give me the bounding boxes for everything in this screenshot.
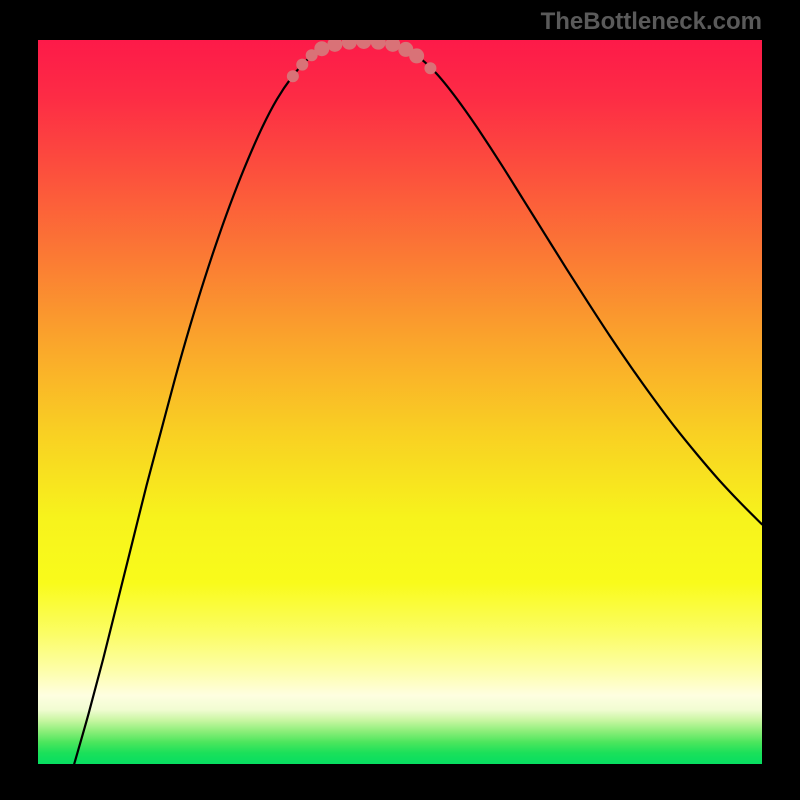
marker-group	[287, 40, 437, 82]
curve-marker	[327, 40, 342, 52]
curve-marker	[409, 48, 424, 63]
curve-marker	[287, 70, 299, 82]
curve-layer	[38, 40, 762, 764]
plot-area	[38, 40, 762, 764]
curve-marker	[296, 59, 308, 71]
curve-marker	[385, 40, 400, 52]
curve-marker	[424, 62, 436, 74]
chart-canvas: TheBottleneck.com	[0, 0, 800, 800]
curve-marker	[342, 40, 357, 50]
watermark-text: TheBottleneck.com	[541, 8, 762, 36]
curve-marker	[356, 40, 371, 49]
curve-marker	[371, 40, 386, 50]
curve-marker	[314, 41, 329, 56]
bottleneck-curve	[74, 41, 762, 764]
